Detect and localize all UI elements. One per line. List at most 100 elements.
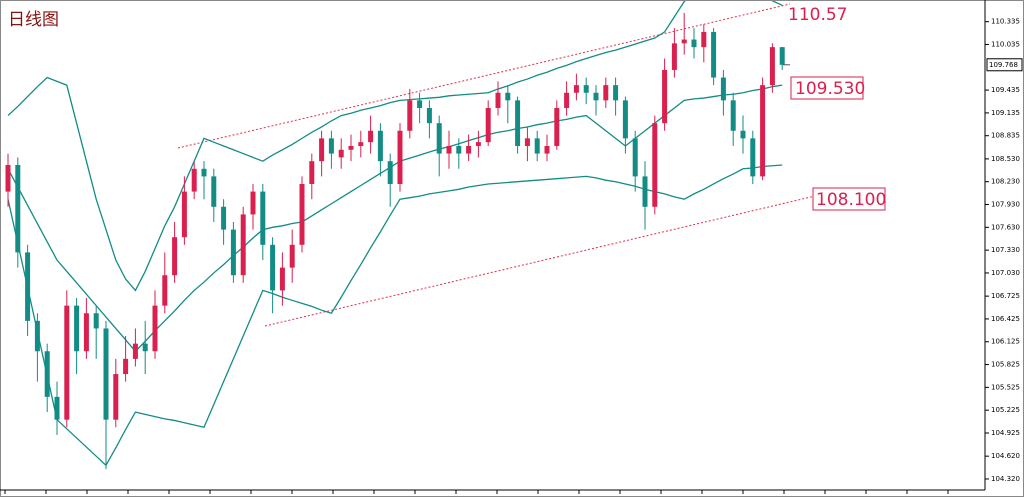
candle-body	[123, 358, 129, 375]
annotation: 108.100	[816, 190, 886, 210]
y-tick-label: 107.930	[991, 201, 1020, 209]
candle-body	[593, 92, 599, 101]
candle-body	[720, 77, 726, 101]
candle-body	[691, 39, 697, 48]
candle-body	[583, 85, 589, 93]
candle-body	[632, 138, 638, 177]
chart-title: 日线图	[8, 10, 59, 30]
candle-body	[397, 130, 403, 184]
candle-body	[554, 107, 560, 146]
y-tick-label: 105.225	[991, 406, 1020, 414]
candle-body	[417, 100, 423, 108]
candle-body	[544, 145, 550, 154]
candle-body	[603, 85, 609, 101]
candle-body	[681, 39, 687, 44]
candle-body	[93, 313, 99, 329]
y-tick-label: 107.030	[991, 269, 1020, 277]
candle-body	[279, 267, 285, 291]
candle-body	[642, 176, 648, 207]
candle-body	[750, 138, 756, 177]
y-tick-label: 110.035	[991, 40, 1020, 48]
y-tick-label: 106.125	[991, 338, 1020, 346]
candle-body	[769, 47, 775, 86]
candle-body	[113, 374, 119, 420]
candle-body	[485, 107, 491, 143]
candle-body	[436, 123, 442, 154]
candle-body	[191, 168, 197, 192]
candle-body	[328, 138, 334, 154]
candle-body	[309, 161, 315, 184]
y-tick-label: 107.330	[991, 246, 1020, 254]
y-tick-label: 108.230	[991, 178, 1020, 186]
candle-body	[534, 138, 540, 154]
candle-body	[289, 244, 295, 268]
last-price-box	[986, 58, 1023, 72]
last-price-label: 109.768	[989, 61, 1018, 69]
candle-body	[83, 313, 89, 352]
candle-body	[524, 138, 530, 146]
candle-body	[573, 85, 579, 93]
candle-body	[407, 100, 413, 131]
bollinger-band	[7, 1, 783, 292]
candle-body	[54, 396, 60, 420]
candle-body	[211, 176, 217, 207]
candle-body	[64, 305, 70, 420]
channel-upper	[177, 3, 791, 149]
candle-body	[240, 214, 246, 276]
candle-body	[338, 149, 344, 158]
candle-body	[662, 69, 668, 124]
candle-body	[201, 168, 207, 177]
candle-body	[348, 145, 354, 150]
y-tick-label: 108.530	[991, 155, 1020, 163]
annotation-box	[812, 187, 886, 211]
candle-body	[505, 92, 511, 101]
candle-body	[495, 92, 501, 108]
candle-body	[701, 31, 707, 48]
candle-body	[466, 145, 472, 154]
y-tick-label: 105.525	[991, 383, 1020, 391]
plot-area	[5, 1, 816, 470]
candle-body	[446, 145, 452, 154]
candle-body	[230, 229, 236, 276]
candle-body	[564, 92, 570, 108]
candle-body	[760, 85, 766, 177]
y-tick-label: 109.135	[991, 109, 1020, 117]
y-tick-label: 105.825	[991, 361, 1020, 369]
candle-body	[456, 145, 462, 154]
candle-body	[221, 206, 227, 230]
candle-body	[132, 343, 138, 359]
candle-body	[319, 138, 325, 162]
y-tick-label: 106.725	[991, 292, 1020, 300]
candle-body	[74, 305, 80, 352]
candle-body	[387, 161, 393, 184]
candle-body	[377, 130, 383, 162]
candle-body	[613, 85, 619, 101]
candle-body	[15, 164, 21, 253]
candle-body	[426, 107, 432, 124]
candle-body	[152, 305, 158, 352]
candle-body	[652, 123, 658, 207]
annotation: 110.57	[788, 5, 847, 25]
y-tick-label: 109.435	[991, 86, 1020, 94]
candle-body	[260, 191, 266, 245]
candle-body	[711, 31, 717, 78]
annotation-box	[790, 76, 864, 100]
candle-body	[358, 142, 364, 146]
candle-body	[515, 100, 521, 146]
candle-body	[299, 183, 305, 245]
y-tick-label: 107.630	[991, 223, 1020, 231]
y-tick-label: 104.320	[991, 475, 1020, 483]
y-tick-label: 110.335	[991, 18, 1020, 26]
candle-body	[250, 191, 256, 215]
candle-body	[270, 244, 276, 291]
candle-body	[25, 252, 31, 321]
candle-body	[671, 43, 677, 70]
candle-body	[142, 343, 148, 352]
y-tick-label: 106.425	[991, 315, 1020, 323]
candle-body	[181, 191, 187, 238]
candle-body	[368, 130, 374, 143]
y-tick-label: 104.620	[991, 452, 1020, 460]
candle-body	[622, 100, 628, 139]
